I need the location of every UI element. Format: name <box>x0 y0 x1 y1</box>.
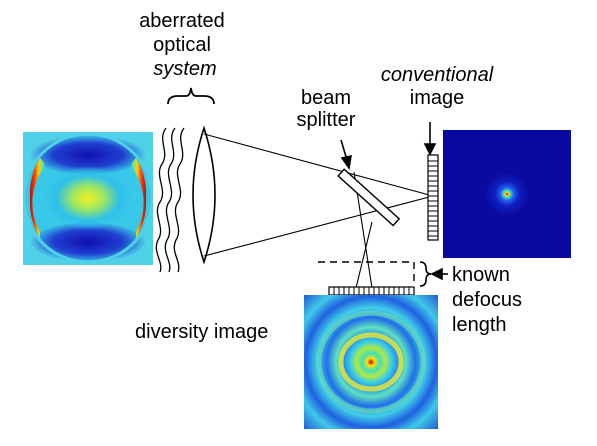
brace-icon <box>167 87 215 105</box>
detector-array-icon <box>427 154 439 241</box>
optical-rays <box>203 133 434 289</box>
label-diversity-image: diversity image <box>135 321 268 343</box>
conventional-image-label: conventional image <box>381 64 494 109</box>
label-splitter: splitter <box>297 109 356 131</box>
label-system: system <box>153 58 216 80</box>
label-aberrated: aberrated <box>139 10 225 32</box>
pupil-phase-image <box>23 132 153 265</box>
label-known: known <box>452 264 510 286</box>
label-conventional: conventional <box>381 64 494 86</box>
aberrated-optical-system-label: aberrated optical system <box>139 10 225 80</box>
defocus-dashed-lines <box>318 261 415 286</box>
diversity-image <box>304 295 438 429</box>
label-beam: beam <box>301 87 351 109</box>
label-image: image <box>410 87 464 109</box>
conventional-image <box>443 130 571 258</box>
label-optical: optical <box>153 34 211 56</box>
label-defocus: defocus <box>452 289 522 311</box>
brace-icon <box>419 261 432 287</box>
label-length: length <box>452 314 507 336</box>
detector-array-icon <box>328 286 415 296</box>
wavefront-icon <box>155 127 185 273</box>
arrow-icon <box>340 122 448 281</box>
beam-splitter-icon <box>337 168 401 227</box>
lens-icon <box>192 125 216 265</box>
beam-splitter-label: beam splitter <box>297 87 356 131</box>
known-defocus-length-label: known defocus length <box>452 264 522 336</box>
